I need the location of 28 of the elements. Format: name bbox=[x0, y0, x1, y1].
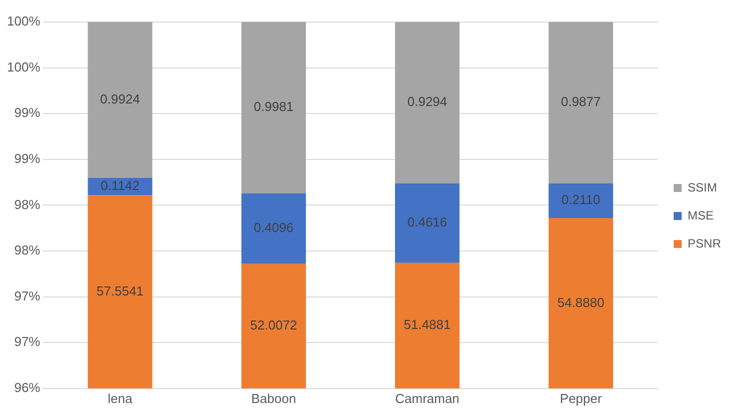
y-tick-label: 98% bbox=[14, 196, 41, 212]
x-tick-label: Camraman bbox=[395, 390, 460, 406]
annotation: 0.9981 bbox=[254, 99, 294, 114]
y-tick-label: 96% bbox=[14, 380, 41, 395]
annotation: 0.2110 bbox=[561, 192, 600, 208]
y-tick-label: 98% bbox=[14, 242, 41, 258]
x-tick-label: Baboon bbox=[251, 390, 296, 406]
y-tick-label: 100% bbox=[7, 14, 41, 29]
y-tick-label: 100% bbox=[7, 59, 41, 74]
annotation: 0.1142 bbox=[100, 178, 140, 193]
y-tick-label: 97% bbox=[14, 288, 41, 304]
x-tick-label: Pepper bbox=[560, 390, 602, 406]
legend-label: SSIM bbox=[688, 180, 718, 194]
annotation: 0.4616 bbox=[407, 214, 448, 230]
y-tick-label: 99% bbox=[14, 105, 41, 120]
y-tick-label: 99% bbox=[14, 150, 41, 166]
legend-label: MSE bbox=[688, 208, 714, 222]
annotation: 54.8880 bbox=[557, 294, 604, 310]
legend-label: PSNR bbox=[688, 236, 722, 250]
annotation: 51.4881 bbox=[404, 317, 451, 332]
annotation: 57.5541 bbox=[96, 283, 144, 298]
annotation: 0.9294 bbox=[407, 94, 448, 110]
annotation: 0.9924 bbox=[100, 91, 140, 106]
annotation: 52.0072 bbox=[250, 318, 298, 333]
y-tick-label: 97% bbox=[14, 334, 41, 350]
x-tick-label: lena bbox=[108, 390, 134, 406]
annotation: 0.4096 bbox=[254, 220, 294, 236]
annotation: 0.9877 bbox=[560, 94, 601, 110]
